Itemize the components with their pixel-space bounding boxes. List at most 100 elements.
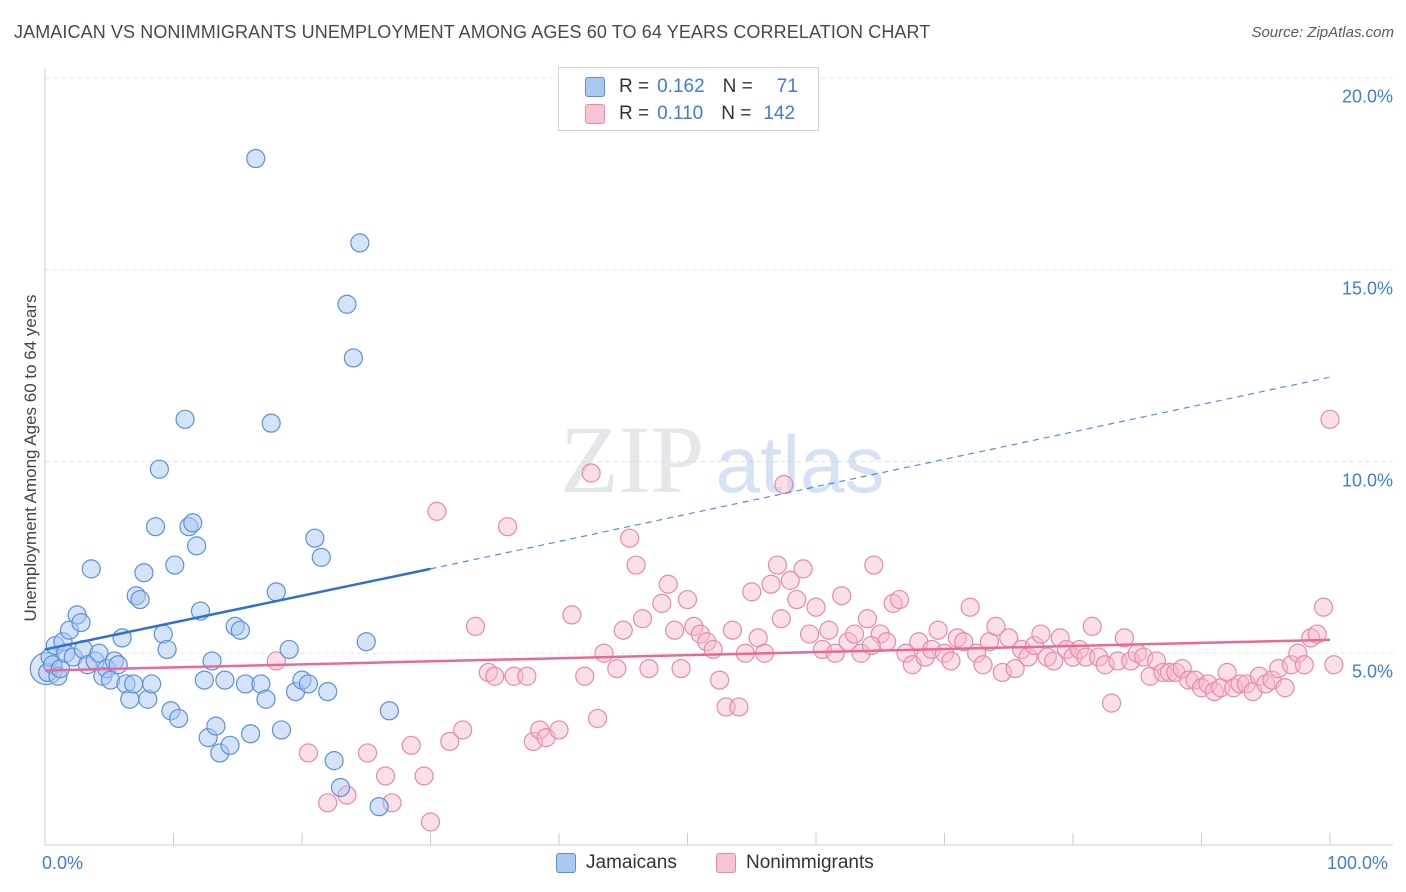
legend-r-nonimmigrants: 0.110 [657,103,704,124]
nonimmigrants-point [357,743,378,763]
jamaicans-point [124,674,144,694]
nonimmigrants-point [465,616,486,637]
nonimmigrants-point [1307,624,1327,644]
nonimmigrants-point [844,624,865,644]
nonimmigrants-point [1005,658,1025,679]
nonimmigrants-point [562,605,582,625]
jamaicans-point [220,735,240,755]
jamaicans-trend-solid [44,567,431,651]
nonimmigrants-point [594,643,614,663]
jamaicans-point [246,148,266,169]
nonimmigrants-point [1324,655,1344,675]
bottom-legend-jamaicans: Jamaicans [556,852,677,874]
nonimmigrants-point [851,643,871,663]
nonimmigrants-point [375,766,396,786]
nonimmigrants-point [1172,658,1192,679]
y-tick-label: 20.0% [1341,86,1393,107]
jamaicans-point [134,563,154,583]
chart-title: JAMAICAN VS NONIMMIGRANTS UNEMPLOYMENT A… [14,22,931,42]
nonimmigrants-point [626,555,646,575]
nonimmigrants-point [1101,693,1122,713]
legend-n-label: N = [721,103,752,124]
jamaicans-point [142,674,162,694]
nonimmigrants-point [960,597,980,617]
jamaicans-point [350,233,370,253]
legend-n-label: N = [722,76,753,97]
legend-r-label: R = [619,103,650,124]
bottom-legend-nonimmigrants: Nonimmigrants [716,852,874,874]
nonimmigrants-point [722,620,743,640]
jamaicans-point [311,547,331,567]
axes [44,68,1393,846]
nonimmigrants-point [575,666,595,686]
nonimmigrants-point [954,632,974,652]
nonimmigrants-point [530,720,550,740]
nonimmigrants-points [266,409,1344,832]
nonimmigrants-point [684,616,704,637]
nonimmigrants-point [697,632,717,652]
legend-r-jamaicans: 0.162 [657,76,705,97]
nonimmigrants-point [787,589,807,610]
x-tick-label-max: 100.0% [1327,853,1389,873]
nonimmigrants-point [427,501,447,521]
legend-swatch-jamaicans [585,77,605,97]
x-tick-label-min: 0.0% [42,853,84,873]
jamaicans-point [194,670,214,690]
nonimmigrants-point [780,570,800,590]
nonimmigrants-point [1134,647,1154,667]
nonimmigrants-point [414,766,434,786]
jamaicans-point [337,294,357,314]
nonimmigrants-point [767,555,788,575]
nonimmigrants-point [652,593,672,613]
nonimmigrants-point [793,559,813,579]
nonimmigrants-point [498,517,518,537]
nonimmigrants-point [523,731,543,752]
watermark-zip: ZIP [560,406,704,513]
bottom-legend-label-jamaicans: Jamaicans [586,852,677,873]
bottom-legend-label-nonimmigrants: Nonimmigrants [746,852,874,873]
nonimmigrants-point [889,589,910,610]
source-label: Source: ZipAtlas.com [1251,24,1394,41]
nonimmigrants-point [658,574,678,594]
nonimmigrants-point [1082,616,1102,637]
nonimmigrants-point [632,609,653,629]
jamaicans-point [369,797,389,817]
nonimmigrants-point [549,720,569,740]
nonimmigrants-point [485,666,505,686]
nonimmigrants-point [941,651,961,671]
nonimmigrants-point [761,574,781,594]
jamaicans-point [187,536,207,556]
nonimmigrants-point [729,697,749,717]
nonimmigrants-point [677,589,698,610]
nonimmigrants-point [1095,655,1115,675]
y-axis-label: Unemployment Among Ages 60 to 64 years [21,294,40,622]
nonimmigrants-point [742,582,762,602]
nonimmigrants-point [973,655,993,675]
jamaicans-point [165,555,185,575]
nonimmigrants-point [1159,662,1179,683]
nonimmigrants-point [1313,597,1334,617]
legend-n-jamaicans: 71 [776,76,798,97]
nonimmigrants-point [915,647,935,667]
jamaicans-point [145,517,166,537]
jamaicans-point [305,528,325,548]
jamaicans-point [356,632,376,652]
jamaicans-point [330,777,351,798]
jamaicans-point [379,701,399,721]
nonimmigrants-point [1185,670,1205,690]
legend-swatch-nonimmigrants [585,104,605,124]
jamaicans-point [81,559,101,579]
nonimmigrants-point [581,463,601,483]
jamaicans-point [169,708,189,729]
nonimmigrants-point [1146,651,1167,671]
nonimmigrants-point [1268,658,1289,679]
y-tick-label: 15.0% [1341,278,1393,299]
nonimmigrants-point [864,555,884,575]
legend-n-nonimmigrants: 142 [763,103,796,124]
jamaicans-point [271,720,292,740]
nonimmigrants-point [587,708,608,729]
jamaicans-point [279,639,299,660]
legend-row-nonimmigrants: R = 0.110 N = 142 [585,101,795,127]
watermark-atlas: atlas [716,420,885,509]
nonimmigrants-trend [44,638,1331,672]
